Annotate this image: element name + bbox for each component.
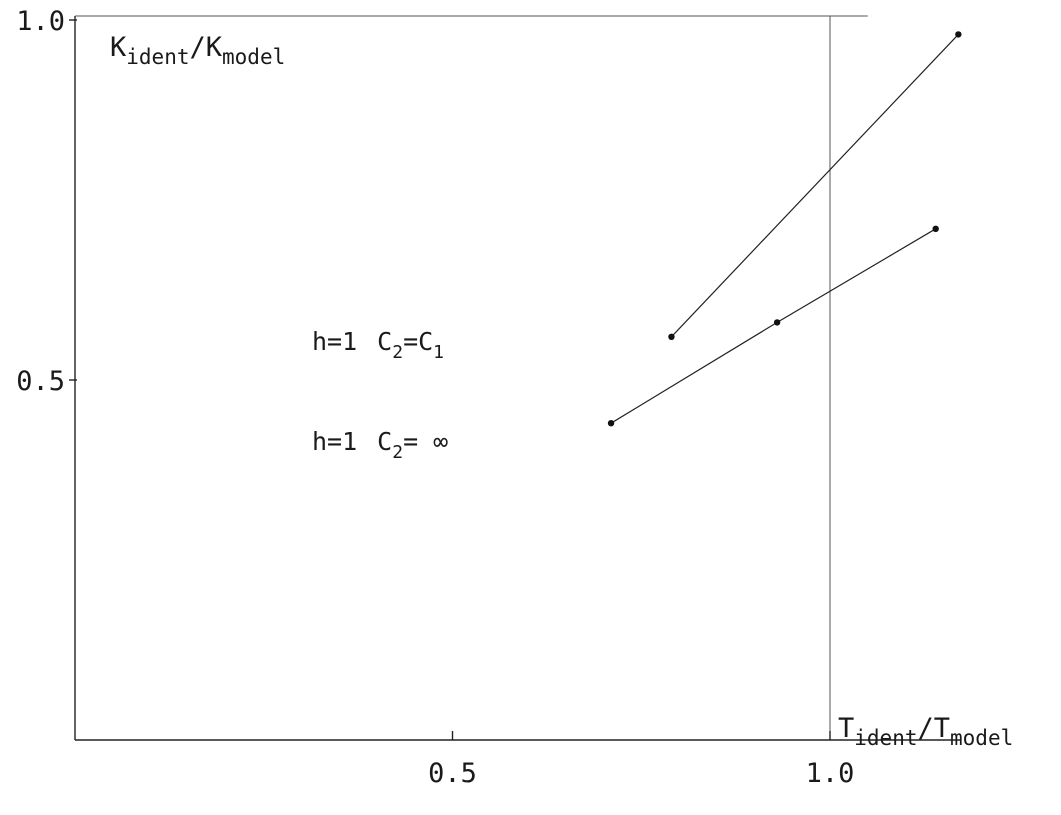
ticks: 0.5 1.0 0.5 1.0 (16, 6, 854, 789)
series-label-c2-eq-infinity: h=1 C2= ∞ (312, 427, 448, 463)
data-point (955, 31, 962, 38)
x-tick-label: 1.0 (806, 758, 855, 789)
data-point (773, 319, 781, 326)
series-line-2 (610, 228, 937, 424)
x-axis-label: Tident/Tmodel (838, 713, 1013, 750)
data-point (932, 225, 939, 232)
y-tick-label: 0.5 (16, 366, 65, 397)
series-line-1 (671, 33, 959, 338)
series-group (607, 31, 962, 427)
data-point (607, 420, 615, 427)
y-axis-label: Kident/Kmodel (110, 32, 285, 69)
axes (74, 15, 961, 741)
data-point (668, 333, 675, 340)
x-tick-label: 0.5 (428, 758, 477, 789)
series-label-c2-eq-c1: h=1 C2=C1 (312, 327, 444, 363)
y-tick-label: 1.0 (16, 6, 65, 37)
